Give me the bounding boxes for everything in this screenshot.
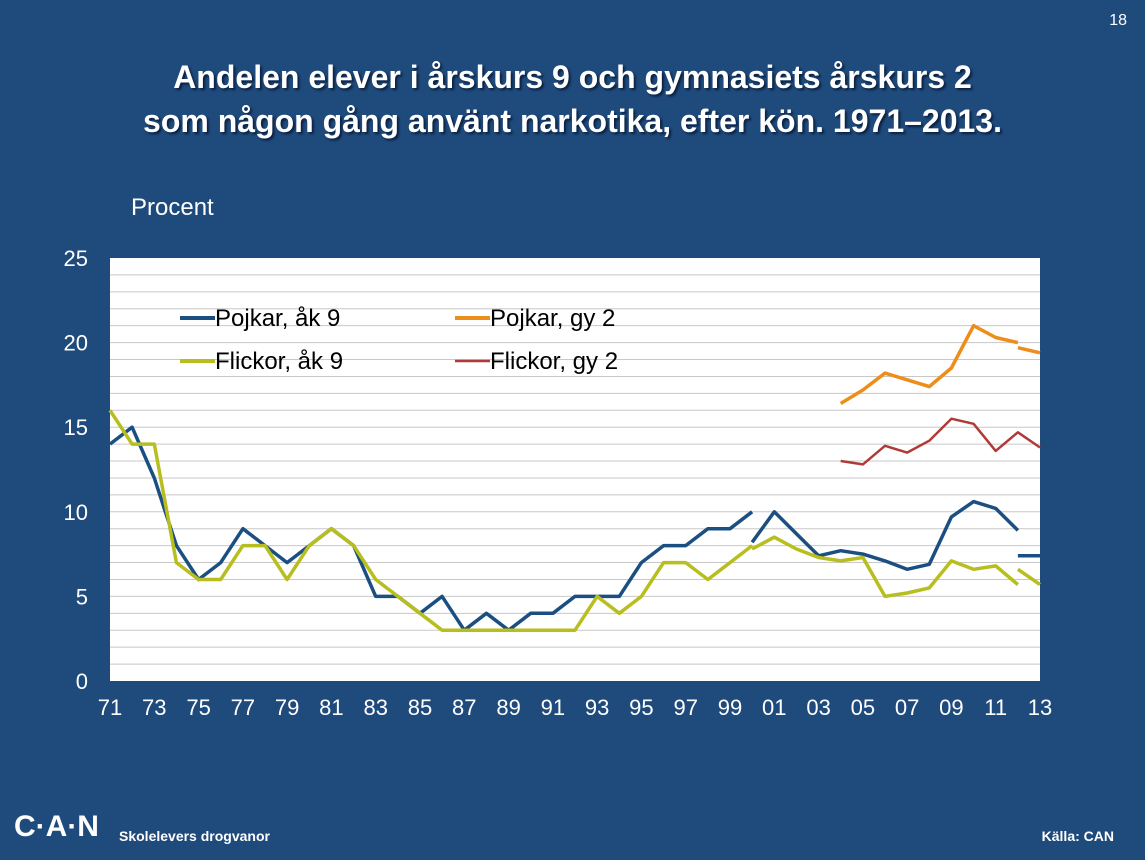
source-note: Källa: CAN [1041, 828, 1114, 844]
y-tick-label: 5 [76, 584, 88, 609]
y-tick-label: 20 [64, 331, 88, 356]
x-tick-label: 93 [585, 695, 609, 720]
x-tick-label: 13 [1028, 695, 1052, 720]
y-tick-label: 25 [64, 246, 88, 271]
x-tick-label: 09 [939, 695, 963, 720]
legend-label-flickor-gy-2: Flickor, gy 2 [490, 348, 618, 375]
x-tick-label: 71 [98, 695, 122, 720]
series-line-flickor-k-9 [108, 409, 754, 632]
x-tick-label: 89 [496, 695, 520, 720]
series-line-pojkar-k-9 [108, 425, 754, 632]
y-tick-label: 15 [64, 415, 88, 440]
title-line-1: Andelen elever i årskurs 9 och gymnasiet… [173, 59, 972, 95]
plot-area [110, 258, 1040, 681]
page-number: 18 [1109, 12, 1127, 29]
x-tick-label: 03 [806, 695, 830, 720]
legend-label-pojkar-k-9: Pojkar, åk 9 [215, 305, 340, 332]
can-logo: C·A·N [14, 810, 99, 843]
y-axis-unit-label: Procent [131, 194, 214, 221]
x-tick-label: 91 [541, 695, 565, 720]
legend-label-flickor-k-9: Flickor, åk 9 [215, 348, 343, 375]
chart-title: Andelen elever i årskurs 9 och gymnasiet… [0, 55, 1145, 143]
footer-subtitle: Skolelevers drogvanor [119, 828, 270, 844]
legend-label-pojkar-gy-2: Pojkar, gy 2 [490, 305, 615, 332]
y-tick-label: 0 [76, 669, 88, 694]
x-tick-label: 73 [142, 695, 166, 720]
series-line-pojkar-gy-2 [839, 323, 1019, 405]
x-tick-label: 83 [363, 695, 387, 720]
x-tick-label: 75 [186, 695, 210, 720]
series-line-pojkar-k-9 [750, 499, 1020, 572]
series-line-flickor-k-9 [1016, 567, 1041, 587]
x-tick-label: 85 [408, 695, 432, 720]
x-tick-label: 95 [629, 695, 653, 720]
x-tick-label: 05 [851, 695, 875, 720]
series-line-pojkar-gy-2 [1017, 345, 1041, 355]
x-tick-label: 99 [718, 695, 742, 720]
x-tick-label: 11 [984, 695, 1007, 720]
x-tick-label: 87 [452, 695, 476, 720]
x-tick-label: 01 [762, 695, 786, 720]
x-tick-label: 81 [319, 695, 343, 720]
x-tick-label: 79 [275, 695, 299, 720]
x-tick-label: 07 [895, 695, 919, 720]
y-tick-label: 10 [64, 500, 88, 525]
x-tick-label: 77 [231, 695, 255, 720]
series-line-flickor-gy-2 [840, 417, 1041, 466]
x-tick-label: 97 [673, 695, 697, 720]
title-line-2: som någon gång använt narkotika, efter k… [143, 103, 1002, 139]
